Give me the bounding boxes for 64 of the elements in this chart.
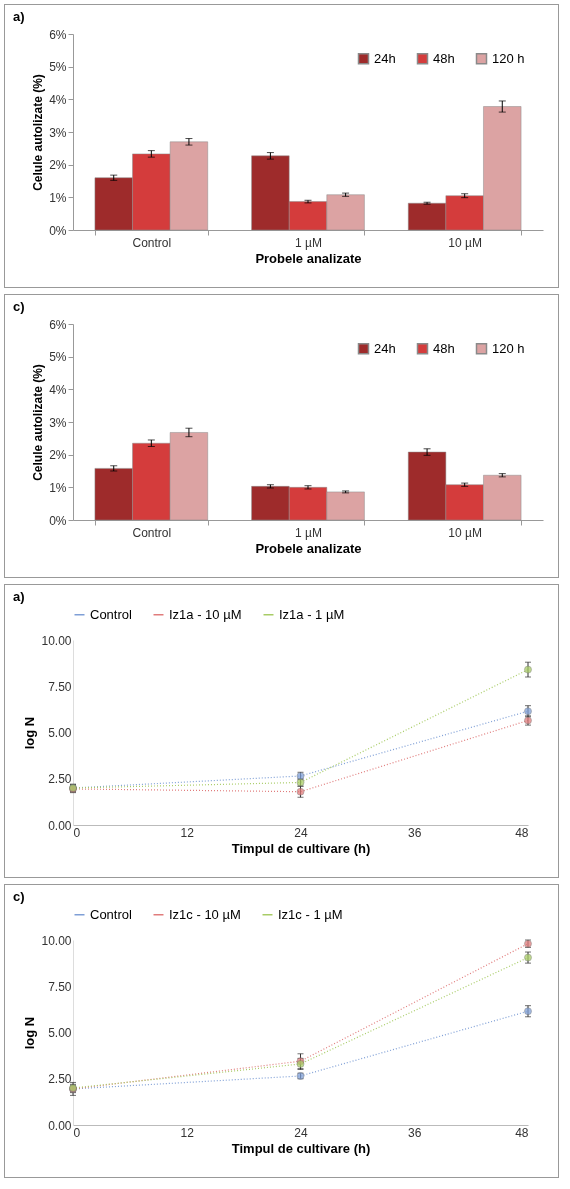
x-axis-title: Timpul de cultivare (h) <box>231 1140 371 1156</box>
legend-label: 24h <box>374 340 396 356</box>
x-tick-label: 10 µM <box>448 525 482 540</box>
chart-title: c) <box>13 299 25 314</box>
y-tick-label: 0.00 <box>48 818 72 833</box>
x-tick-label: 1 µM <box>295 235 322 250</box>
y-tick-label: 5% <box>49 350 67 365</box>
y-tick-label: 2% <box>49 448 67 463</box>
y-tick-label: 3% <box>49 415 67 430</box>
x-tick-label: 1 µM <box>295 525 322 540</box>
x-axis-title: Probele analizate <box>255 250 362 266</box>
x-axis-title: Probele analizate <box>255 540 362 556</box>
y-tick-label: 3% <box>49 125 67 140</box>
y-axis-title: Celule autolizate (%) <box>31 74 46 191</box>
legend-label: 120 h <box>492 50 525 66</box>
y-axis-title: log N <box>22 716 38 750</box>
y-tick-label: 2% <box>49 158 67 173</box>
y-tick-label: 1% <box>49 190 67 205</box>
legend-label: Control <box>90 606 133 622</box>
legend-label: Control <box>90 906 133 922</box>
y-axis-title: Celule autolizate (%) <box>31 364 46 481</box>
y-tick-label: 2.50 <box>48 1072 72 1087</box>
y-tick-label: 6% <box>49 317 67 332</box>
y-tick-label: 7.50 <box>48 679 72 694</box>
chart-title: c) <box>13 889 25 904</box>
legend-label: Iz1a - 10 µM <box>169 606 242 622</box>
x-tick-label: Control <box>132 525 172 540</box>
y-tick-label: 5.00 <box>48 1026 72 1040</box>
legend-label: 120 h <box>492 340 525 356</box>
legend-label: Iz1c - 10 µM <box>169 906 241 922</box>
legend-label: 48h <box>433 50 455 66</box>
y-tick-label: 10.00 <box>41 633 72 648</box>
chart-title: a) <box>13 589 25 604</box>
x-tick-label: 0 <box>73 1125 81 1140</box>
x-tick-label: 0 <box>73 825 81 840</box>
y-tick-label: 4% <box>49 382 67 397</box>
y-tick-label: 0% <box>49 513 67 528</box>
y-tick-label: 5.00 <box>48 726 72 740</box>
x-tick-label: Control <box>132 235 172 250</box>
y-tick-label: 1% <box>49 480 67 495</box>
y-tick-label: 7.50 <box>48 979 72 994</box>
x-tick-label: 24 <box>294 1125 308 1140</box>
x-tick-label: 24 <box>294 825 308 840</box>
x-tick-label: 36 <box>408 1125 422 1140</box>
y-tick-label: 5% <box>49 60 67 75</box>
y-tick-label: 0% <box>49 223 67 238</box>
legend-label: Iz1c - 1 µM <box>278 906 343 922</box>
chart-title: a) <box>13 9 25 24</box>
x-tick-label: 48 <box>515 825 529 840</box>
x-tick-label: 36 <box>408 825 422 840</box>
y-tick-label: 10.00 <box>41 933 72 948</box>
x-tick-label: 48 <box>515 1125 529 1140</box>
x-tick-label: 12 <box>180 1125 195 1140</box>
x-tick-label: 12 <box>180 825 195 840</box>
y-tick-label: 6% <box>49 27 67 42</box>
legend-label: Iz1a - 1 µM <box>279 606 345 622</box>
y-tick-label: 0.00 <box>48 1118 72 1133</box>
legend-label: 24h <box>374 50 396 66</box>
y-tick-label: 2.50 <box>48 772 72 787</box>
y-tick-label: 4% <box>49 92 67 107</box>
legend-label: 48h <box>433 340 455 356</box>
y-axis-title: log N <box>22 1016 38 1050</box>
x-axis-title: Timpul de cultivare (h) <box>231 840 371 856</box>
x-tick-label: 10 µM <box>448 235 482 250</box>
